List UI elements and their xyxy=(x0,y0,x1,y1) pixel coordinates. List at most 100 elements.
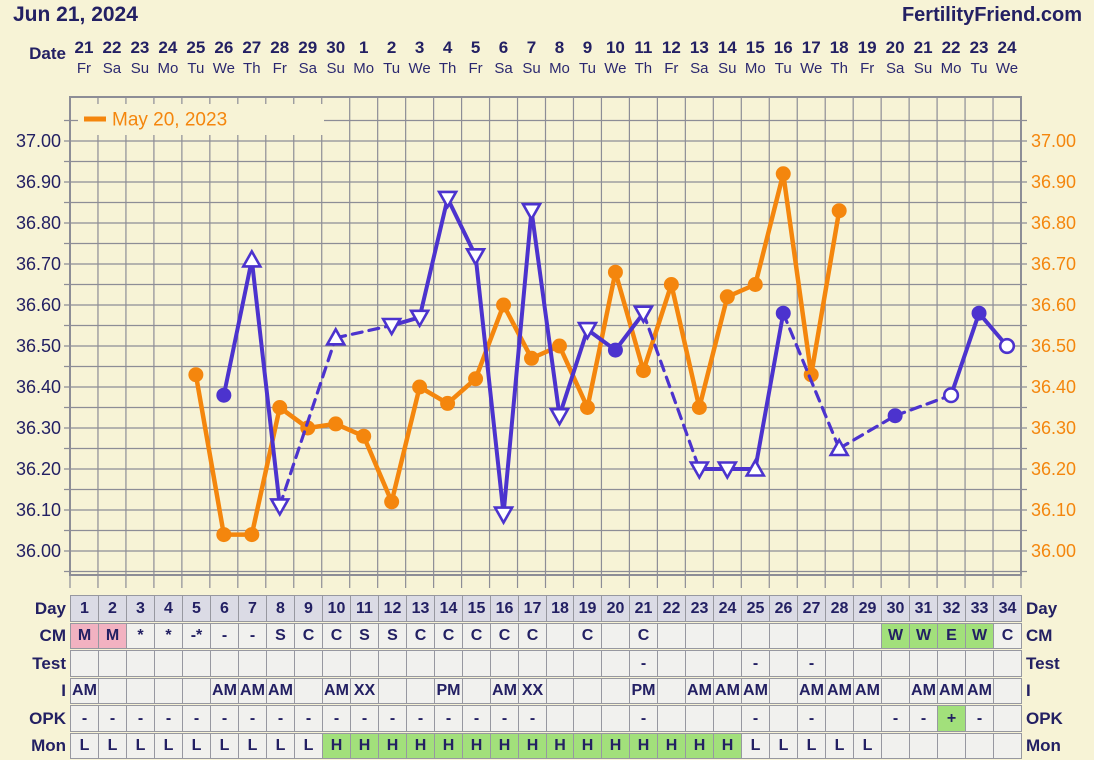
previous-cycle-line xyxy=(188,166,847,543)
date-cell: 2 xyxy=(386,38,397,57)
current-cycle-segment xyxy=(557,327,590,418)
cm-cell-day-2: M xyxy=(98,623,127,649)
date-cell: 12 xyxy=(661,38,681,57)
mon-cell-day-13: H xyxy=(406,733,435,759)
i-cell-day-7: AM xyxy=(238,678,267,704)
previous-cycle-marker-day-19 xyxy=(579,400,595,415)
test-cell-day-27: - xyxy=(797,650,826,677)
test-cell-day-23 xyxy=(685,650,714,677)
mon-cell-day-18: H xyxy=(546,733,574,759)
i-cell-day-5 xyxy=(182,678,211,704)
i-cell-day-10: AM xyxy=(322,678,351,704)
mon-cell-day-20: H xyxy=(601,733,630,759)
mon-cell-day-30 xyxy=(881,733,910,759)
day-cell-day-4: 4 xyxy=(154,595,183,622)
current-cycle-segment xyxy=(473,253,506,517)
date-cell: 13 xyxy=(689,38,709,57)
cm-cell-day-29 xyxy=(853,623,882,649)
y-axis-label-right: 37.00 xyxy=(1031,131,1076,151)
i-cell-day-2 xyxy=(98,678,127,704)
mon-cell-day-9: L xyxy=(294,733,323,759)
opk-cell-day-9: - xyxy=(294,705,323,732)
current-cycle-segment xyxy=(501,208,534,517)
weekday-cell: Mo xyxy=(549,60,570,77)
current-cycle-gap-segment xyxy=(893,393,953,418)
opk-cell-day-30: - xyxy=(881,705,910,732)
i-cell-day-3 xyxy=(126,678,155,704)
test-cell-day-1 xyxy=(70,650,99,677)
page-title: Jun 21, 2024 xyxy=(13,3,138,26)
current-cycle-segment xyxy=(417,196,450,320)
cm-cell-day-20 xyxy=(601,623,630,649)
previous-cycle-marker-day-22 xyxy=(663,277,679,292)
i-cell-day-30 xyxy=(881,678,910,704)
i-cell-day-31: AM xyxy=(909,678,938,704)
i-cell-day-33: AM xyxy=(965,678,994,704)
previous-cycle-marker-day-15 xyxy=(468,371,484,387)
cm-cell-day-25 xyxy=(741,623,770,649)
cm-cell-day-12: S xyxy=(378,623,407,649)
cm-cell-day-3: * xyxy=(126,623,155,649)
day-cell-day-30: 30 xyxy=(881,595,910,622)
cm-cell-day-27 xyxy=(797,623,826,649)
test-cell-day-20 xyxy=(601,650,630,677)
opk-cell-day-13: - xyxy=(406,705,435,732)
weekday-cell: Tu xyxy=(578,60,596,77)
date-cell: 9 xyxy=(582,38,593,57)
day-cell-day-11: 11 xyxy=(350,595,379,622)
y-axis-label-left: 36.60 xyxy=(16,295,61,315)
opk-cell-day-6: - xyxy=(210,705,239,732)
previous-cycle-marker-day-6 xyxy=(216,527,232,543)
row-label-left-opk: OPK xyxy=(29,708,66,728)
weekday-cell: Su xyxy=(326,60,345,77)
i-cell-day-28: AM xyxy=(825,678,854,704)
opk-cell-day-22 xyxy=(657,705,686,732)
day-cell-day-13: 13 xyxy=(406,595,435,622)
previous-cycle-marker-day-11 xyxy=(356,428,372,444)
current-cycle-line xyxy=(216,190,1016,526)
weekday-cell: We xyxy=(800,60,823,77)
cm-cell-day-24 xyxy=(713,623,742,649)
row-label-right-i: I xyxy=(1026,681,1031,700)
opk-cell-day-25: - xyxy=(741,705,770,732)
mon-cell-day-11: H xyxy=(350,733,379,759)
date-cell: 29 xyxy=(298,38,318,57)
day-cell-day-15: 15 xyxy=(462,595,491,622)
opk-cell-day-16: - xyxy=(490,705,519,732)
opk-cell-day-14: - xyxy=(434,705,463,732)
current-cycle-marker-day-19 xyxy=(576,321,599,341)
day-cell-day-18: 18 xyxy=(546,595,574,622)
test-cell-day-16 xyxy=(490,650,519,677)
date-cell: 24 xyxy=(158,38,178,57)
mon-cell-day-8: L xyxy=(266,733,295,759)
i-cell-day-27: AM xyxy=(797,678,826,704)
cm-cell-day-33: W xyxy=(965,623,994,649)
cm-cell-day-18 xyxy=(546,623,574,649)
opk-cell-day-19 xyxy=(573,705,602,732)
test-cell-day-7 xyxy=(238,650,267,677)
weekday-cell: Sa xyxy=(102,60,122,77)
test-cell-day-33 xyxy=(965,650,994,677)
cm-cell-day-9: C xyxy=(294,623,323,649)
date-cell: 21 xyxy=(74,38,94,57)
i-cell-day-34 xyxy=(993,678,1022,704)
current-cycle-marker-day-28 xyxy=(828,437,850,457)
current-cycle-marker-day-10 xyxy=(324,326,347,346)
i-cell-day-29: AM xyxy=(853,678,882,704)
opk-cell-day-11: - xyxy=(350,705,379,732)
mon-cell-day-16: H xyxy=(490,733,519,759)
legend-label: May 20, 2023 xyxy=(112,110,227,131)
opk-cell-day-18 xyxy=(546,705,574,732)
current-cycle-marker-day-6 xyxy=(216,387,232,403)
y-axis-label-left: 36.80 xyxy=(16,213,61,233)
day-cell-day-3: 3 xyxy=(126,595,155,622)
weekday-cell: Su xyxy=(130,60,150,77)
day-cell-day-32: 32 xyxy=(937,595,966,622)
brand-logo[interactable]: FertilityFriend.com xyxy=(901,4,1082,26)
mon-cell-day-28: L xyxy=(825,733,854,759)
date-cell: 16 xyxy=(773,38,793,57)
weekday-cell: Tu xyxy=(187,60,205,77)
day-cell-day-16: 16 xyxy=(490,595,519,622)
i-cell-day-12 xyxy=(378,678,407,704)
